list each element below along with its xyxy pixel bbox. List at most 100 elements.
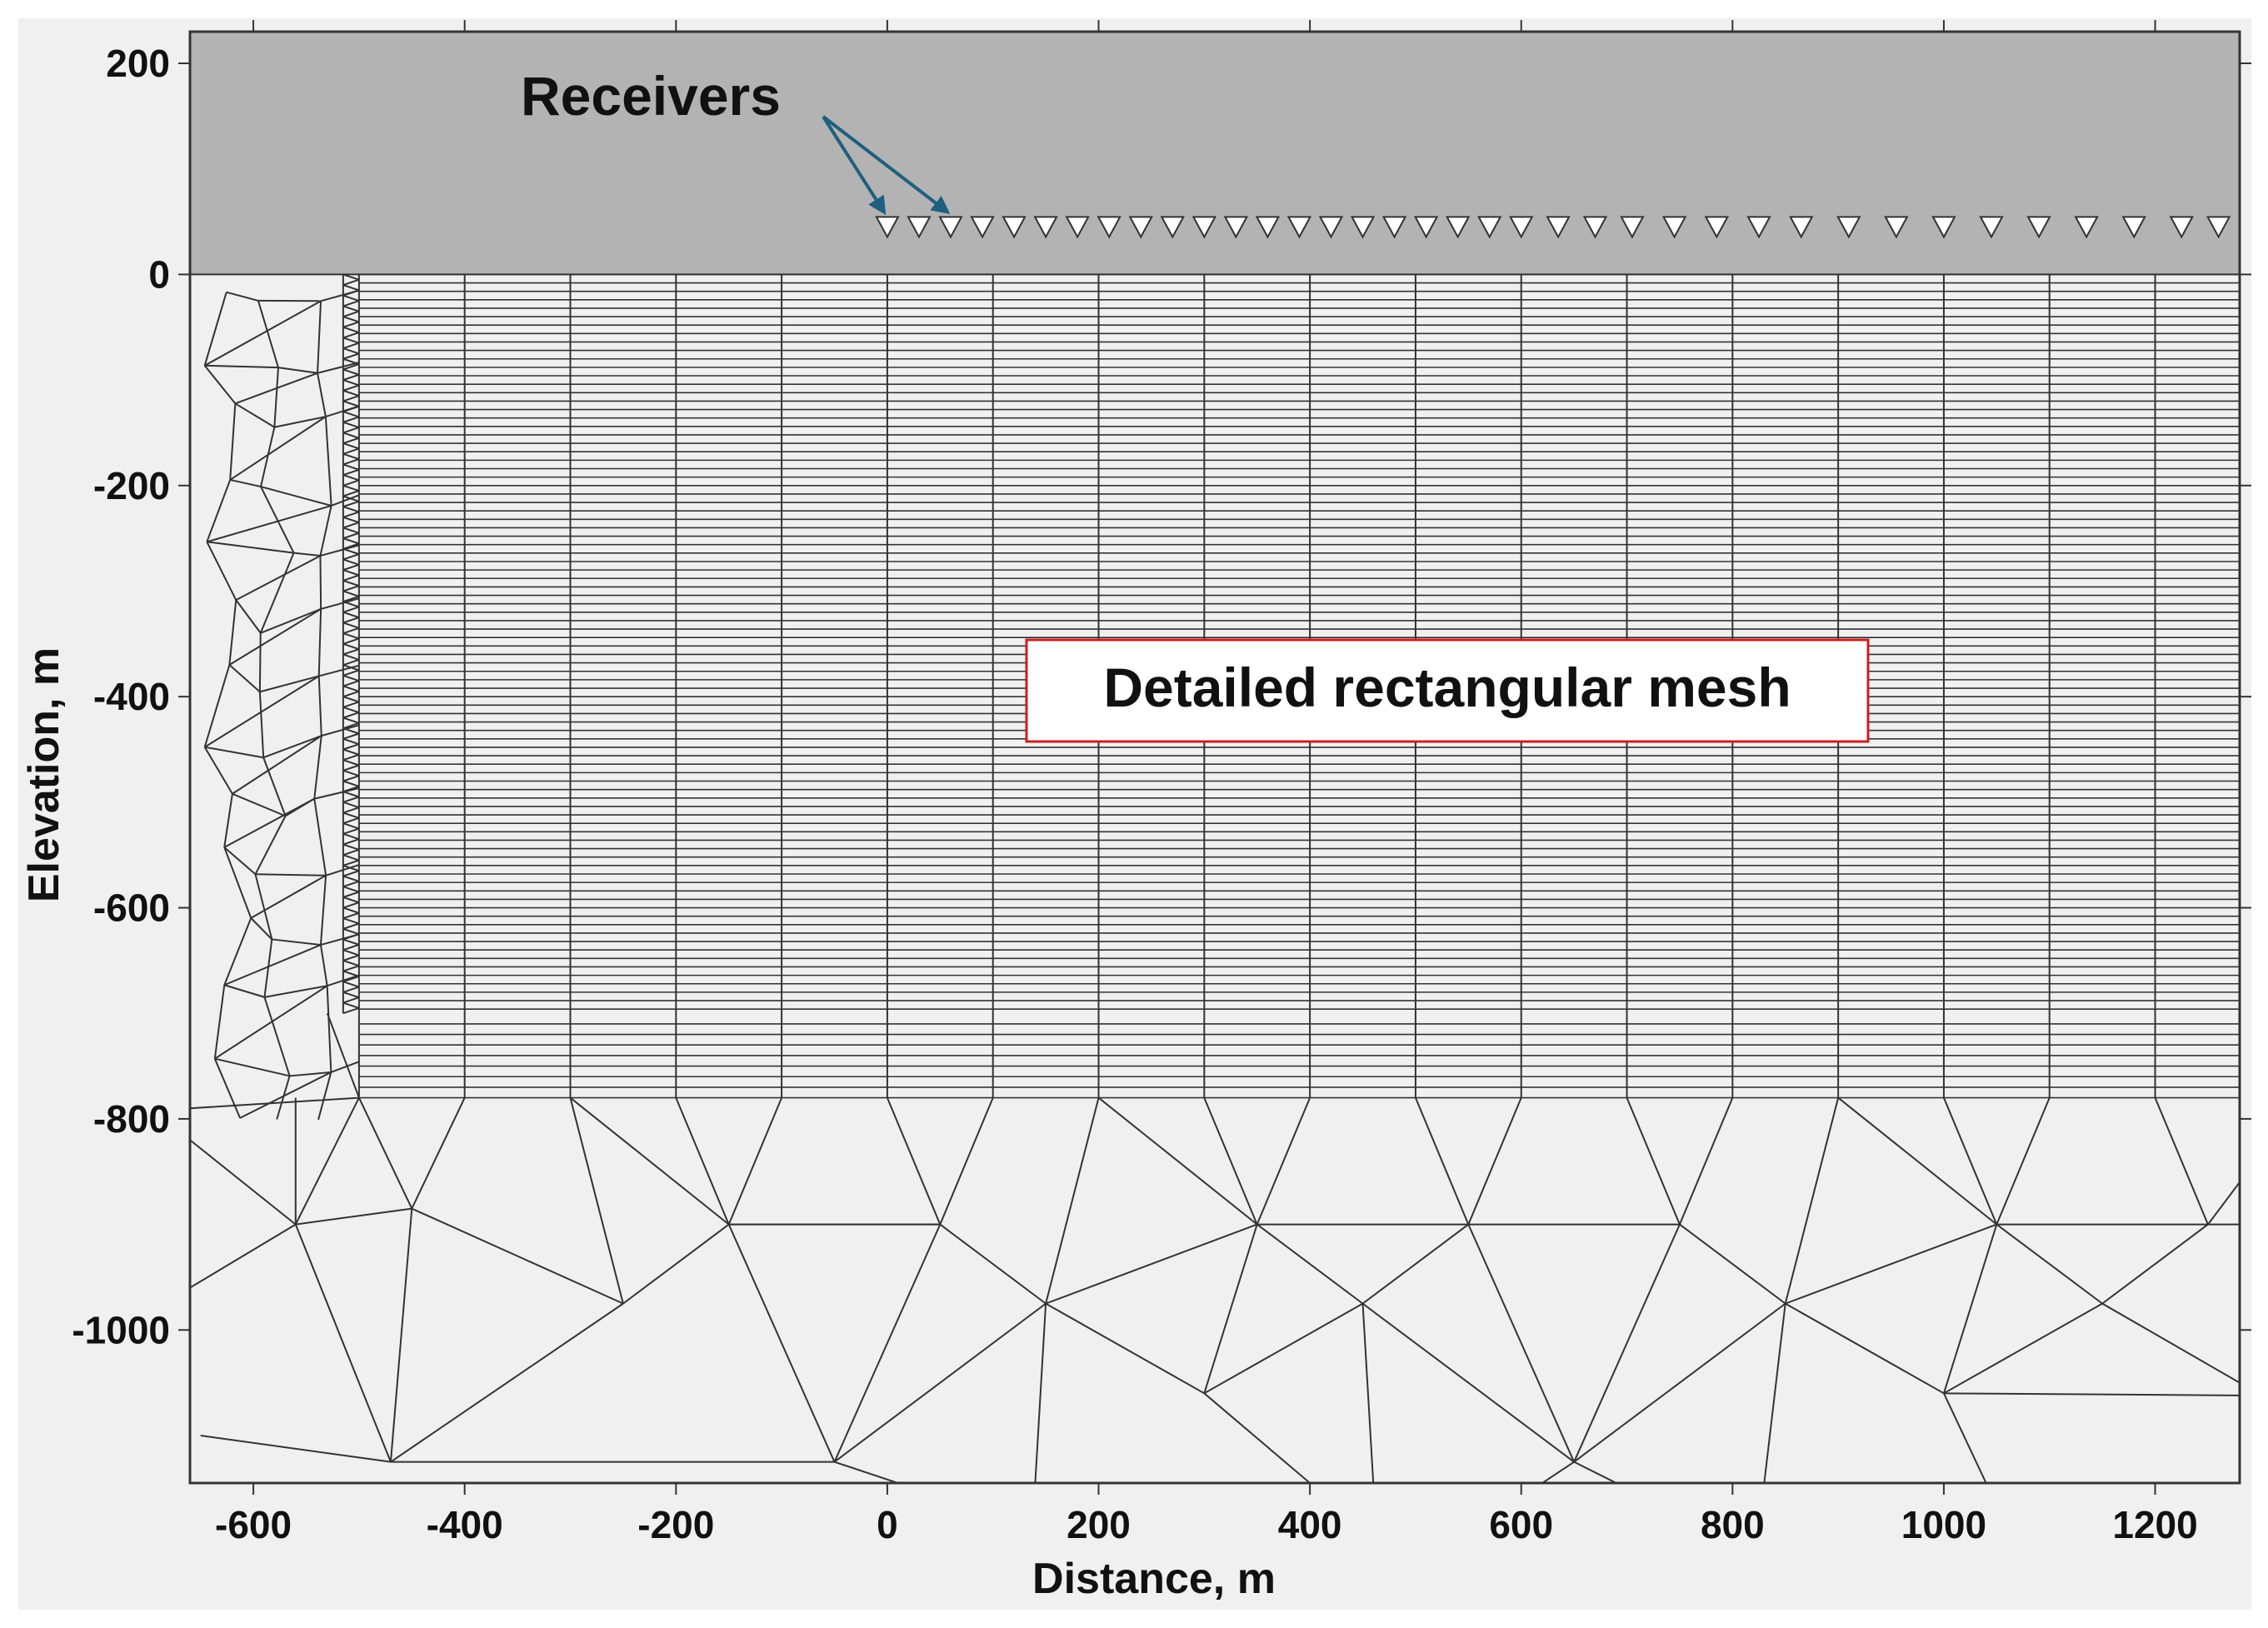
triangle-edge <box>229 403 237 481</box>
triangle-edge <box>342 400 360 407</box>
triangle-edge <box>319 875 327 946</box>
triangle-edge <box>1943 1392 1987 1484</box>
triangle-edge <box>260 427 276 487</box>
triangle-edge <box>342 547 360 556</box>
triangle-edge <box>342 342 360 350</box>
triangle-edge <box>324 417 332 507</box>
receiver-marker <box>907 216 932 239</box>
triangle-edge <box>342 326 360 334</box>
x-tick-label: 600 <box>1489 1503 1553 1546</box>
triangle-edge <box>342 416 360 423</box>
triangle-edge <box>1943 1392 2241 1396</box>
triangle-edge <box>289 1071 332 1077</box>
triangle-edge <box>317 676 322 737</box>
triangle-edge <box>342 532 360 540</box>
triangle-edge <box>342 627 360 635</box>
triangle-edge <box>342 405 360 413</box>
triangle-edge <box>228 600 237 666</box>
triangle-edge <box>411 1207 624 1305</box>
triangle-edge <box>232 735 322 795</box>
triangle-edge <box>569 1097 624 1304</box>
y-tick-label: -600 <box>93 886 170 930</box>
triangle-edge <box>939 1097 994 1225</box>
triangle-edge <box>342 395 360 402</box>
triangle-edge <box>342 785 360 793</box>
triangle-edge <box>342 617 360 624</box>
unstructured-triangular-mesh <box>189 273 2241 1484</box>
triangle-edge <box>342 537 360 545</box>
triangle-edge <box>342 737 360 746</box>
triangle-edge <box>342 389 360 397</box>
triangle-edge <box>223 944 322 986</box>
receiver-marker <box>1789 216 1814 239</box>
triangle-edge <box>293 552 321 557</box>
triangle-edge <box>342 927 360 936</box>
triangle-edge <box>342 696 360 703</box>
triangle-edge <box>342 880 360 888</box>
triangle-edge <box>389 1208 413 1462</box>
triangle-edge <box>342 816 360 825</box>
triangle-edge <box>260 486 295 554</box>
triangle-edge <box>342 642 360 651</box>
triangle-edge <box>342 896 360 904</box>
triangle-edge <box>342 527 360 534</box>
y-axis-ticks: 200 0 -200 -400 -600 -800 -1000 <box>72 42 2251 1351</box>
triangle-edge <box>255 873 327 876</box>
triangle-edge <box>274 416 327 428</box>
triangle-edge <box>342 506 360 513</box>
y-tick-label: -400 <box>93 675 170 718</box>
triangle-edge <box>342 384 360 392</box>
receiver-marker <box>1223 216 1249 239</box>
triangle-edge <box>223 984 265 998</box>
triangle-edge <box>342 553 360 561</box>
triangle-edge <box>1361 1223 1469 1305</box>
triangle-edge <box>203 292 227 367</box>
triangle-edge <box>939 1223 1047 1305</box>
triangle-edge <box>342 706 360 714</box>
triangle-edge <box>342 452 360 461</box>
triangle-edge <box>326 986 332 1072</box>
triangle-edge <box>342 848 360 856</box>
triangle-edge <box>342 648 360 656</box>
triangle-edge <box>1045 1097 1100 1304</box>
x-axis-ticks: -600 -400 -200 0 200 400 600 800 1000 1200 <box>215 20 2198 1546</box>
triangle-edge <box>203 664 231 747</box>
triangle-edge <box>342 595 360 603</box>
triangle-edge <box>1203 1302 1364 1395</box>
y-tick-label: 200 <box>106 42 170 85</box>
triangle-edge <box>886 1097 942 1225</box>
triangle-edge <box>342 379 360 387</box>
x-tick-label: -200 <box>637 1503 714 1546</box>
triangle-edge <box>1996 1223 2103 1305</box>
triangle-edge <box>1785 1223 1997 1305</box>
triangle-edge <box>1837 1096 1997 1226</box>
triangle-edge <box>342 838 360 846</box>
triangle-edge <box>204 364 279 369</box>
triangle-edge <box>342 943 360 951</box>
receiver-marker <box>1381 216 1407 239</box>
receiver-marker <box>2074 216 2099 239</box>
triangle-edge <box>342 321 360 328</box>
triangle-edge <box>223 846 252 919</box>
triangle-edge <box>342 579 360 587</box>
receiver-marker <box>1286 216 1312 239</box>
receiver-marker <box>1033 216 1058 239</box>
triangle-edge <box>317 608 322 677</box>
triangle-edge <box>342 289 360 297</box>
triangle-edge <box>727 1224 836 1463</box>
triangle-edge <box>223 917 252 986</box>
triangle-edge <box>342 870 360 877</box>
receiver-marker <box>1477 216 1502 239</box>
triangle-edge <box>1679 1097 1734 1225</box>
triangle-edge <box>277 367 318 374</box>
triangle-edge <box>342 447 360 455</box>
triangle-edge <box>213 1058 241 1119</box>
triangle-edge <box>254 874 273 940</box>
triangle-edge <box>342 680 360 687</box>
receiver-marker <box>1445 216 1471 239</box>
triangle-edge <box>342 938 360 946</box>
x-tick-label: 0 <box>877 1503 898 1546</box>
triangle-edge <box>342 753 360 762</box>
triangle-edge <box>257 300 279 368</box>
triangle-edge <box>1541 1461 1575 1484</box>
